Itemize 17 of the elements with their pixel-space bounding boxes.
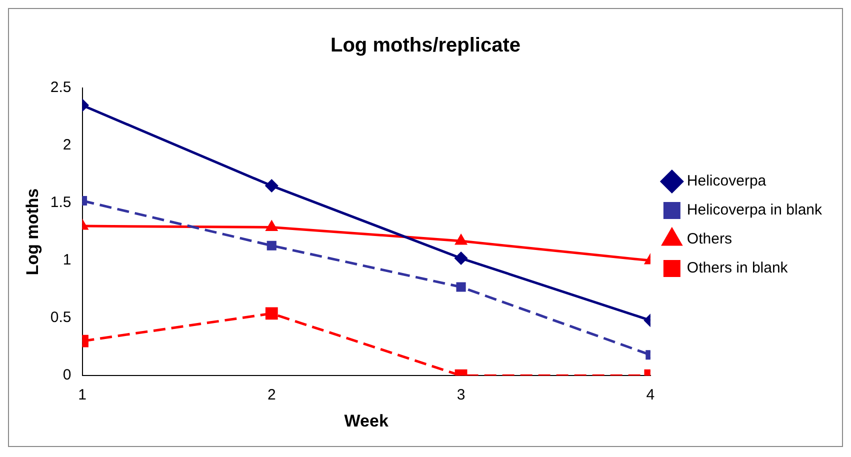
y-tick-label: 0 bbox=[62, 366, 72, 384]
y-tick-label: 1 bbox=[62, 252, 72, 269]
legend-label: Others bbox=[686, 230, 732, 248]
chart-title: Log moths/replicate bbox=[330, 34, 521, 57]
y-tick-label: 2 bbox=[62, 136, 72, 154]
legend-label: Helicoverpa in blank bbox=[686, 202, 822, 219]
x-tick-label: 2 bbox=[267, 386, 276, 404]
x-axis-title: Week bbox=[344, 411, 389, 430]
legend-label: Others in blank bbox=[686, 260, 788, 277]
x-tick-label: 1 bbox=[78, 386, 86, 404]
legend-label: Helicoverpa bbox=[686, 172, 767, 190]
y-axis-title: Log moths bbox=[22, 188, 42, 276]
x-tick-label: 3 bbox=[456, 386, 466, 404]
y-tick-label: 2.5 bbox=[50, 79, 72, 96]
y-tick-label: 0.5 bbox=[50, 309, 72, 326]
y-tick-label: 1.5 bbox=[50, 194, 72, 212]
x-tick-label: 4 bbox=[646, 386, 655, 404]
